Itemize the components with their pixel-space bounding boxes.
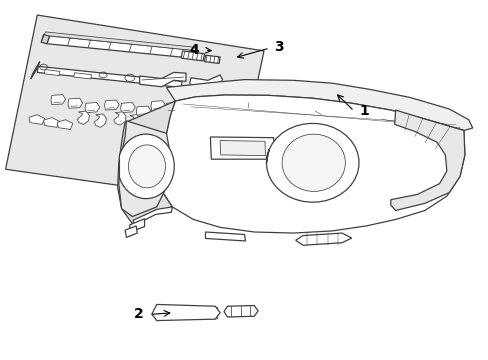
Polygon shape <box>77 111 89 125</box>
Polygon shape <box>295 233 351 245</box>
Polygon shape <box>74 73 91 79</box>
Polygon shape <box>29 115 44 125</box>
Polygon shape <box>140 72 185 87</box>
Polygon shape <box>57 120 73 130</box>
Polygon shape <box>224 306 258 317</box>
Polygon shape <box>189 75 222 90</box>
Polygon shape <box>37 66 182 87</box>
Polygon shape <box>133 207 172 226</box>
Polygon shape <box>114 112 126 125</box>
Polygon shape <box>161 307 171 319</box>
Polygon shape <box>128 115 141 128</box>
Text: 1: 1 <box>358 104 368 118</box>
Polygon shape <box>159 95 464 233</box>
Polygon shape <box>85 103 100 113</box>
Polygon shape <box>152 305 220 320</box>
Polygon shape <box>221 80 242 90</box>
Text: 2: 2 <box>134 307 143 321</box>
Polygon shape <box>121 103 135 113</box>
Polygon shape <box>181 51 204 61</box>
Polygon shape <box>165 103 180 113</box>
Polygon shape <box>204 55 220 63</box>
Polygon shape <box>210 137 274 159</box>
Polygon shape <box>125 226 137 237</box>
Polygon shape <box>5 15 264 202</box>
Polygon shape <box>266 123 358 202</box>
Polygon shape <box>119 134 174 199</box>
Polygon shape <box>68 98 82 108</box>
Polygon shape <box>390 110 464 211</box>
Polygon shape <box>136 106 151 116</box>
Polygon shape <box>44 69 60 76</box>
Polygon shape <box>220 140 265 156</box>
Polygon shape <box>205 232 245 241</box>
Polygon shape <box>119 121 170 217</box>
Polygon shape <box>47 36 193 58</box>
Polygon shape <box>177 307 186 319</box>
Polygon shape <box>41 32 195 50</box>
Polygon shape <box>151 101 165 111</box>
Polygon shape <box>94 114 106 127</box>
Text: 3: 3 <box>273 40 283 54</box>
Polygon shape <box>41 35 49 44</box>
Text: 4: 4 <box>189 43 199 57</box>
Polygon shape <box>51 95 65 105</box>
Polygon shape <box>166 80 472 131</box>
Polygon shape <box>130 219 144 232</box>
Polygon shape <box>128 145 165 188</box>
Polygon shape <box>207 307 217 319</box>
Polygon shape <box>43 118 59 127</box>
Polygon shape <box>282 134 345 192</box>
Polygon shape <box>192 307 202 319</box>
Polygon shape <box>31 62 40 79</box>
Polygon shape <box>118 101 175 224</box>
Polygon shape <box>104 100 119 110</box>
